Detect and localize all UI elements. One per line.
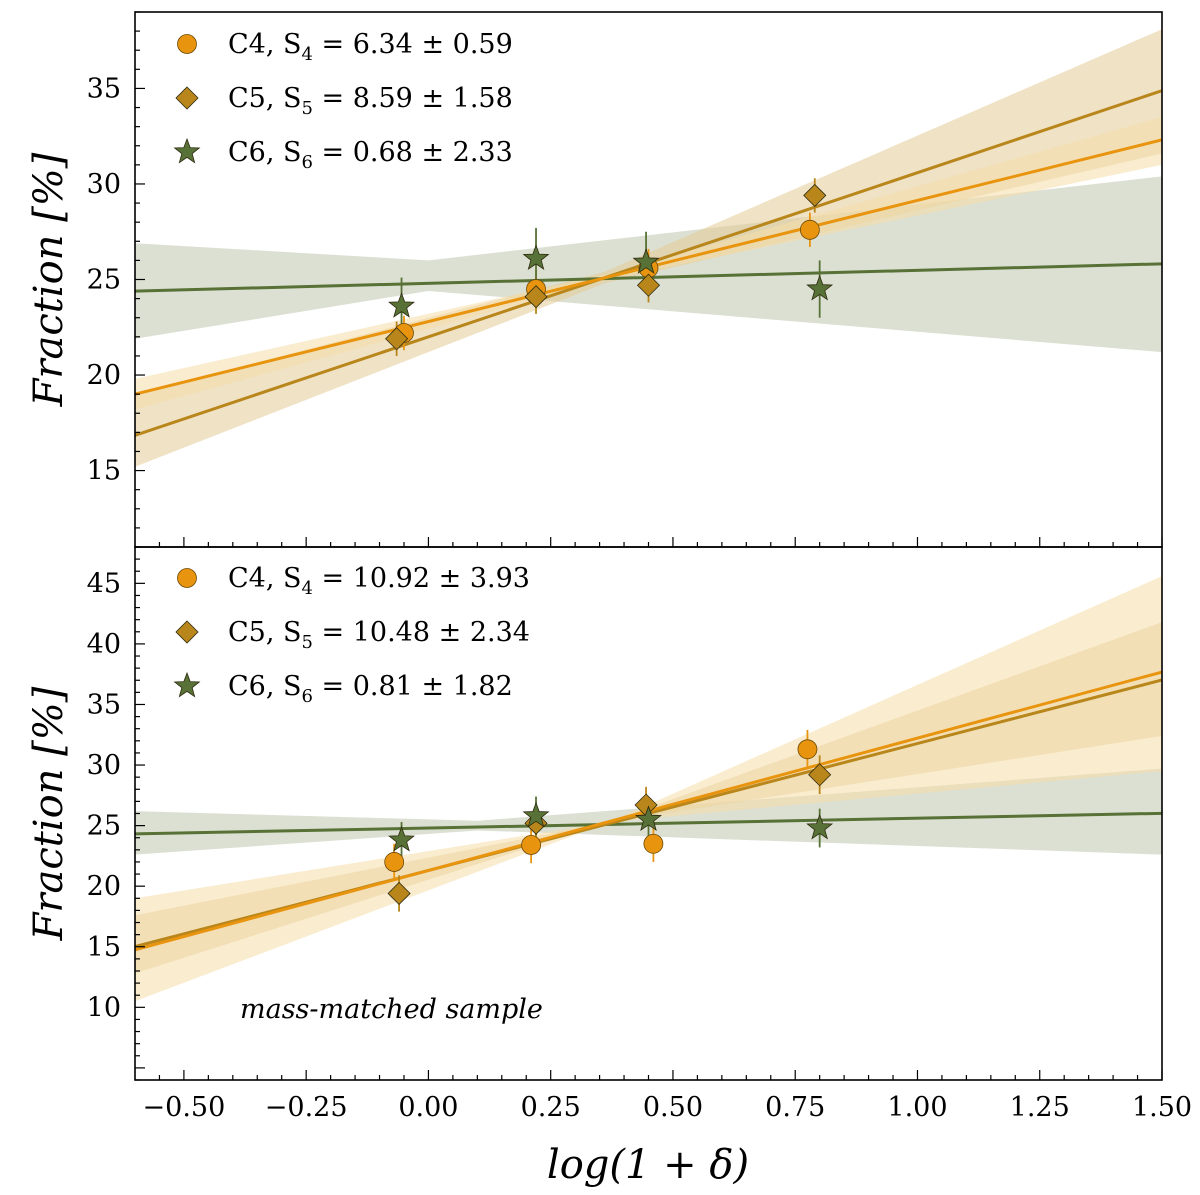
top-panel: 15 20 25 30 35 Fraction [%] C4, S4 = 6.34 ± 0.… xyxy=(26,11,1163,548)
y-tick-label: 15 xyxy=(87,932,121,963)
point-C4 xyxy=(643,833,664,854)
point-C6 xyxy=(806,274,834,301)
point-C6 xyxy=(388,292,415,318)
legend-label-C4: C4, S4 = 6.34 ± 0.59 xyxy=(228,29,513,65)
legend-marker-C6 xyxy=(173,671,201,698)
point-C6 xyxy=(635,805,662,832)
legend-label-C5: C5, S5 = 8.59 ± 1.58 xyxy=(228,83,513,119)
y-tick-label: 20 xyxy=(87,360,121,391)
legend-marker-C5 xyxy=(175,620,199,644)
y-tick-label: 30 xyxy=(87,750,121,781)
x-tick-label: 1.00 xyxy=(887,1092,947,1123)
point-C5 xyxy=(387,881,411,906)
x-tick-label: 0.50 xyxy=(643,1092,703,1123)
bottom-panel: 10 15 20 25 30 35 40 45 −0.50 −0.25 0.00 0.25 0.50 0.… xyxy=(26,546,1192,1123)
y-tick-label: 10 xyxy=(87,992,121,1023)
x-tick-label: −0.25 xyxy=(265,1092,348,1123)
point-C4 xyxy=(521,835,542,855)
x-tick-label: 0.00 xyxy=(398,1092,458,1123)
y-tick-label: 15 xyxy=(87,456,121,487)
point-C4 xyxy=(797,739,818,760)
legend-marker-C6 xyxy=(173,137,201,164)
legend-marker-C4 xyxy=(177,34,197,54)
panel-annotation: mass-matched sample xyxy=(240,994,543,1025)
point-C4 xyxy=(799,219,820,240)
y-tick-label: 35 xyxy=(87,73,121,104)
legend-label-C6: C6, S6 = 0.68 ± 2.33 xyxy=(228,137,513,173)
legend-marker-C4 xyxy=(177,568,197,588)
point-C5 xyxy=(524,285,548,309)
x-tick-label: −0.50 xyxy=(143,1092,226,1123)
band-C5 xyxy=(135,29,1162,467)
x-tick-label: 0.25 xyxy=(521,1092,581,1123)
y-tick-label: 25 xyxy=(87,811,121,842)
x-tick-label: 1.50 xyxy=(1132,1092,1192,1123)
plot-area xyxy=(135,576,1162,1002)
legend-label-C5: C5, S5 = 10.48 ± 2.34 xyxy=(228,617,530,653)
legend-label-C4: C4, S4 = 10.92 ± 3.93 xyxy=(228,563,530,599)
legend: C4, S4 = 6.34 ± 0.59 C5, S5 = 8.59 ± 1.58… xyxy=(173,29,513,173)
point-C5 xyxy=(803,183,827,207)
y-tick-label: 25 xyxy=(87,265,121,296)
legend-label-C6: C6, S6 = 0.81 ± 1.82 xyxy=(228,671,513,707)
legend: C4, S4 = 10.92 ± 3.93 C5, S5 = 10.48 ± 2.… xyxy=(173,563,530,707)
y-axis-title: Fraction [%] xyxy=(26,152,72,407)
point-C6 xyxy=(388,825,415,852)
y-tick-label: 20 xyxy=(87,871,121,902)
y-tick-label: 45 xyxy=(87,568,121,599)
point-C4 xyxy=(384,852,405,872)
point-C6 xyxy=(522,244,550,270)
point-C6 xyxy=(806,813,834,840)
x-tick-label: 1.25 xyxy=(1010,1092,1070,1123)
point-C6 xyxy=(522,801,550,828)
y-tick-label: 40 xyxy=(87,629,121,660)
x-axis-title: log(1 + δ) xyxy=(547,1142,749,1188)
point-C6 xyxy=(632,248,660,274)
y-tick-label: 35 xyxy=(87,689,121,720)
point-C5 xyxy=(636,273,661,297)
y-axis-title: Fraction [%] xyxy=(26,686,72,941)
point-C5 xyxy=(808,763,832,787)
x-tick-label: 0.75 xyxy=(765,1092,825,1123)
y-tick-label: 30 xyxy=(87,169,121,200)
plot-area xyxy=(135,29,1162,467)
point-C5 xyxy=(385,327,409,351)
legend-marker-C5 xyxy=(175,86,199,110)
